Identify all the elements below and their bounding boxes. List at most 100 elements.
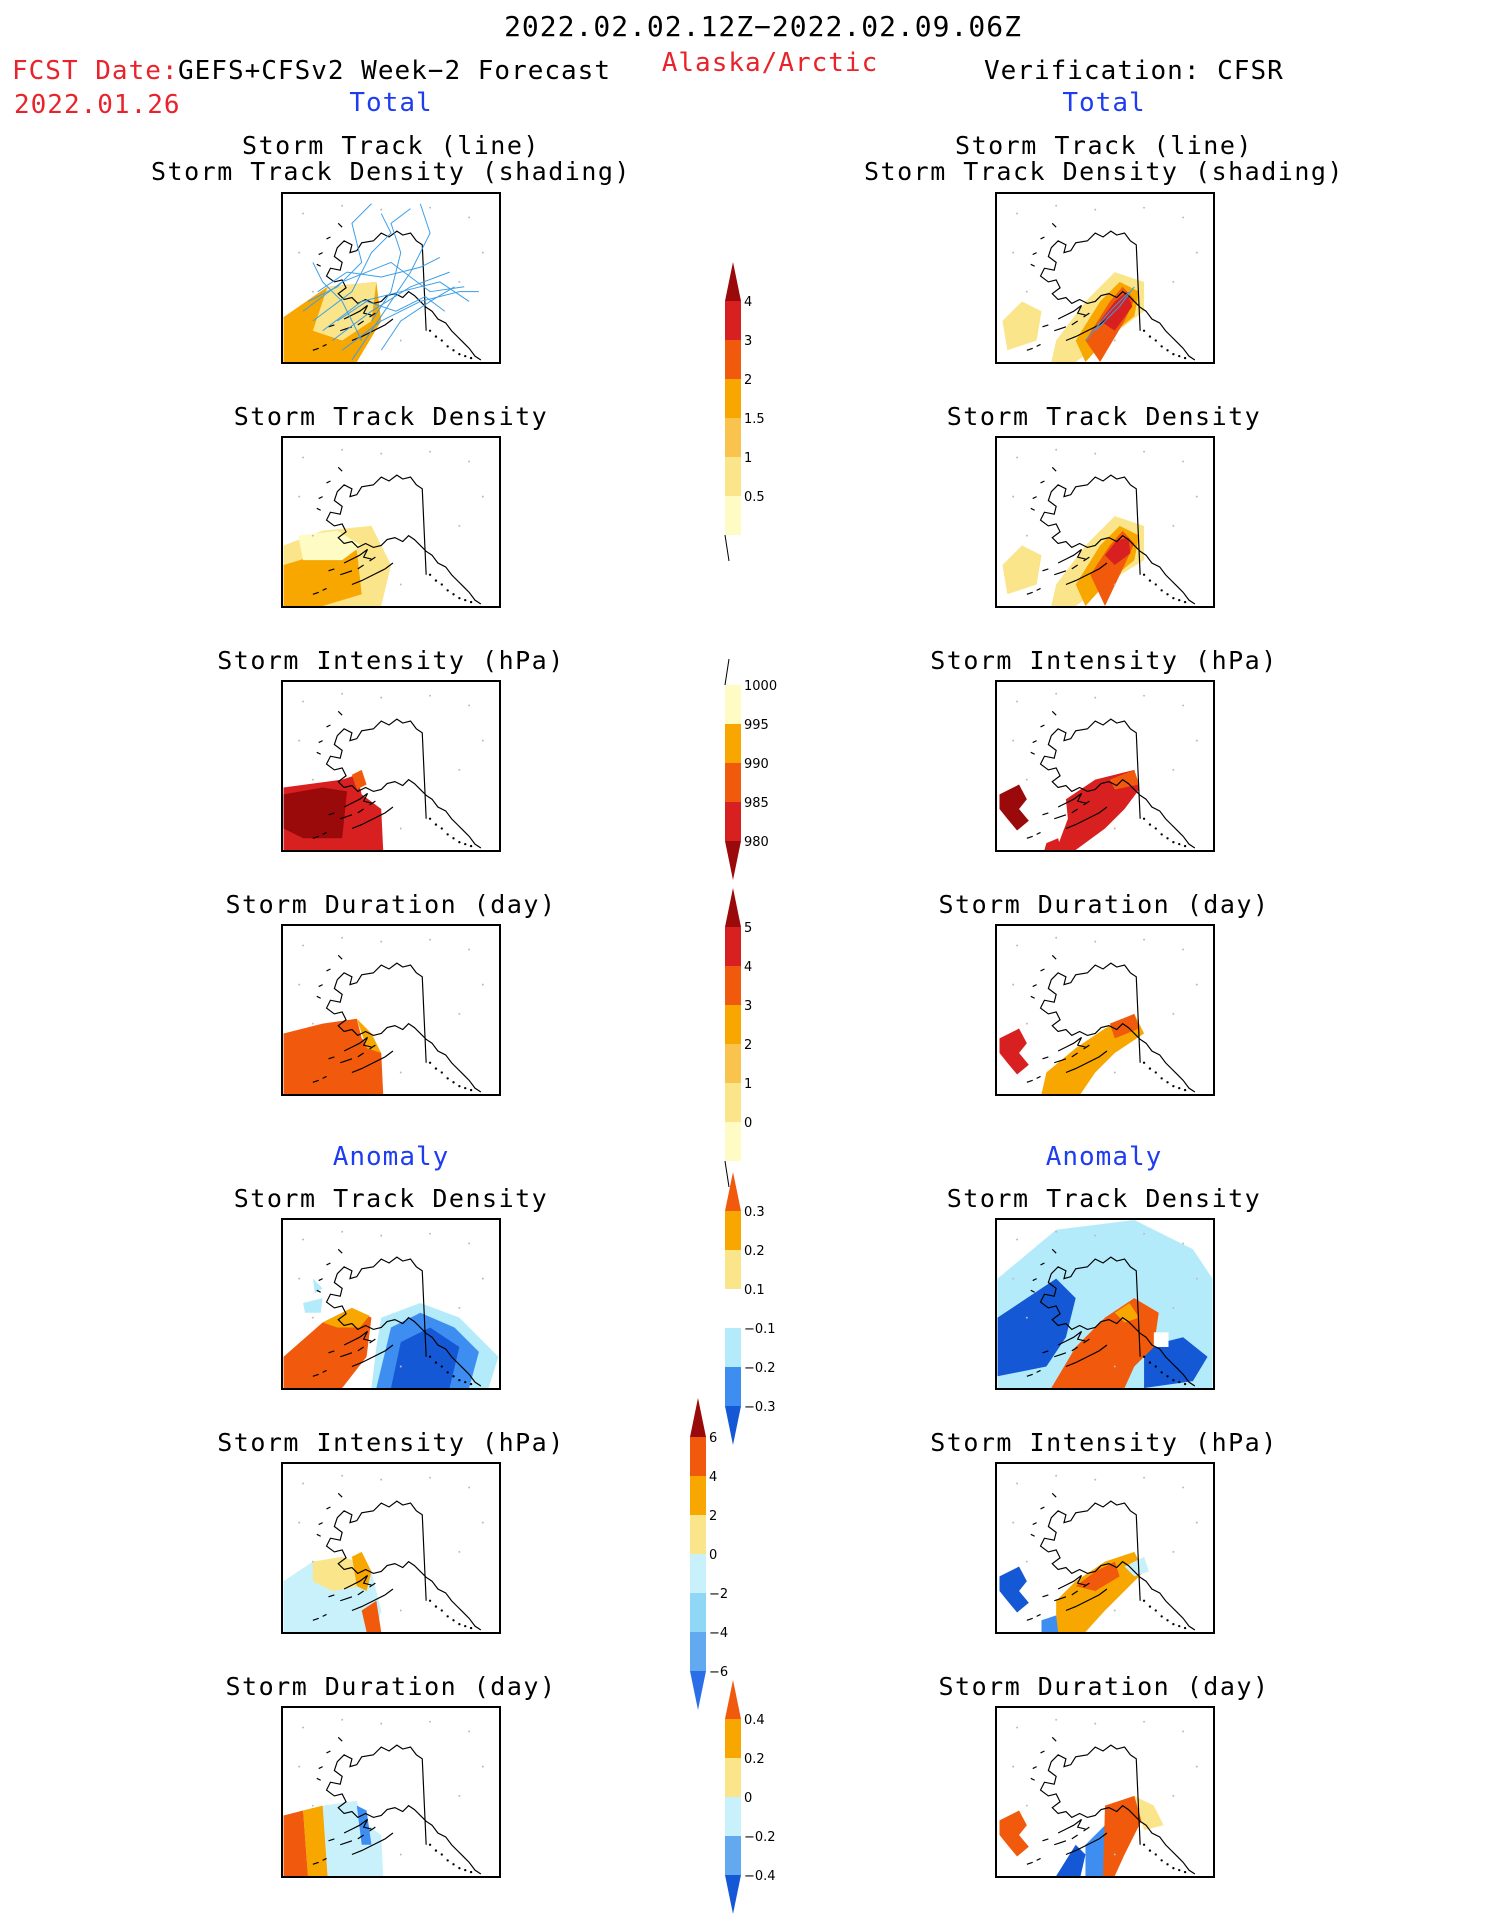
map-anom-intensity-verification	[995, 1462, 1215, 1634]
colorbar-segment	[725, 966, 741, 1005]
map-density-verification	[995, 436, 1215, 608]
title-density-right: Storm Track Density	[946, 402, 1262, 431]
colorbar-tick-label: −0.3	[744, 1400, 776, 1415]
colorbar-tick-label: 1000	[744, 679, 777, 694]
colorbar-segment	[725, 379, 741, 418]
colorbar-tick-label: 5	[744, 921, 752, 936]
colorbar-segment	[725, 1875, 741, 1914]
map-density-forecast	[281, 436, 501, 608]
colorbar-segment	[725, 1719, 741, 1758]
map-duration-verification	[995, 924, 1215, 1096]
map-anom-density-forecast	[281, 1218, 501, 1390]
title-anom-density-right: Storm Track Density	[946, 1184, 1262, 1213]
colorbar-segment	[690, 1398, 706, 1437]
colorbar-segment	[690, 1515, 706, 1554]
colorbar-segment	[725, 1758, 741, 1797]
colorbar-tick-label: 4	[744, 960, 752, 975]
colorbar-segment	[725, 1005, 741, 1044]
colorbar-tick-label: −0.4	[744, 1869, 776, 1884]
map-track-verification	[995, 192, 1215, 364]
colorbar-tick-label: 4	[744, 295, 752, 310]
map-duration-forecast	[281, 924, 501, 1096]
map-intensity-forecast	[281, 680, 501, 852]
colorbar-segment	[725, 262, 741, 301]
colorbar-intensity-anom: 6 4 2 0 −2 −4 −6	[690, 1398, 750, 1710]
colorbar-tick-label: 980	[744, 835, 769, 850]
colorbar-tick-label: 6	[709, 1431, 717, 1446]
colorbar-tick-label: −0.2	[744, 1830, 776, 1845]
forecast-model-label: GEFS+CFSv2 Week−2 Forecast	[178, 56, 611, 86]
verification-label: Verification: CFSR	[984, 56, 1284, 86]
colorbar-tick-label: 1	[744, 1077, 752, 1092]
colorbar-tick-label: 3	[744, 334, 752, 349]
title-density-left: Storm Track Density	[233, 402, 549, 431]
colorbar-density-total: 4 3 2 1.5 1 0.5	[724, 262, 785, 562]
colorbar-segment	[725, 888, 741, 927]
title-track-shading-right: Storm Track Density (shading)	[864, 157, 1344, 186]
colorbar-tick-label: 1.5	[744, 412, 765, 427]
colorbar-segment	[690, 1632, 706, 1671]
colorbar-tick-label: −0.2	[744, 1361, 776, 1376]
title-track-shading-left: Storm Track Density (shading)	[151, 157, 631, 186]
colorbar-tick-label: −2	[709, 1587, 728, 1602]
colorbar-tick-label: 0	[744, 1791, 752, 1806]
colorbar-segment	[725, 1044, 741, 1083]
colorbar-segment	[725, 457, 741, 496]
map-intensity-verification	[995, 680, 1215, 852]
title-anom-intensity-right: Storm Intensity (hPa)	[930, 1428, 1278, 1457]
colorbar-segment	[725, 1680, 741, 1719]
colorbar-segment	[725, 1172, 741, 1211]
map-anom-intensity-forecast	[281, 1462, 501, 1634]
colorbar-duration-total: 5 4 3 2 1 0	[724, 880, 785, 1188]
fcst-date-label: FCST Date:	[12, 56, 179, 86]
colorbar-tick-label: 2	[744, 1038, 752, 1053]
colorbar-segment	[725, 1211, 741, 1250]
colorbar-tick-label: 990	[744, 757, 769, 772]
colorbar-segment	[725, 927, 741, 966]
title-duration-right: Storm Duration (day)	[938, 890, 1270, 919]
colorbar-segment	[690, 1593, 706, 1632]
fcst-date-value: 2022.01.26	[14, 90, 181, 120]
total-section-left: Total	[349, 88, 433, 118]
colorbar-segment	[725, 1836, 741, 1875]
colorbar-tick-label: 985	[744, 796, 769, 811]
colorbar-segment	[725, 1122, 741, 1161]
title-track-line-right: Storm Track (line)	[955, 131, 1253, 160]
colorbar-segment	[725, 802, 741, 841]
colorbar-segment	[725, 1250, 741, 1289]
colorbar-tick-label: 0	[709, 1548, 717, 1563]
colorbar-tick-label: 3	[744, 999, 752, 1014]
colorbar-segment	[690, 1476, 706, 1515]
colorbar-segment	[725, 340, 741, 379]
title-anom-duration-left: Storm Duration (day)	[225, 1672, 557, 1701]
title-anom-duration-right: Storm Duration (day)	[938, 1672, 1270, 1701]
colorbar-segment	[725, 1083, 741, 1122]
colorbar-segment	[725, 724, 741, 763]
colorbar-tick-label: 2	[709, 1509, 717, 1524]
colorbar-segment	[690, 1437, 706, 1476]
colorbar-density-anom: 0.3 0.2 0.1 −0.1 −0.2 −0.3	[725, 1172, 785, 1452]
colorbar-segment	[725, 418, 741, 457]
total-section-right: Total	[1062, 88, 1146, 118]
colorbar-tick-label: 0.4	[744, 1713, 765, 1728]
title-anom-intensity-left: Storm Intensity (hPa)	[217, 1428, 565, 1457]
map-anom-duration-forecast	[281, 1706, 501, 1878]
colorbar-tick-label: 995	[744, 718, 769, 733]
colorbar-segment	[725, 496, 741, 535]
colorbar-tick-label: −0.1	[744, 1322, 776, 1337]
title-anom-density-left: Storm Track Density	[233, 1184, 549, 1213]
colorbar-tick-label: −6	[709, 1665, 728, 1680]
map-anom-duration-verification	[995, 1706, 1215, 1878]
colorbar-tick-label: 4	[709, 1470, 717, 1485]
colorbar-tick-label: 2	[744, 373, 752, 388]
colorbar-segment	[690, 1554, 706, 1593]
colorbar-segment	[725, 301, 741, 340]
colorbar-segment	[725, 1367, 741, 1406]
colorbar-tick-label: 0.3	[744, 1205, 765, 1220]
colorbar-duration-anom: 0.4 0.2 0 −0.2 −0.4	[725, 1680, 785, 1925]
title-intensity-right: Storm Intensity (hPa)	[930, 646, 1278, 675]
colorbar-segment	[725, 1797, 741, 1836]
colorbar-segment	[725, 1328, 741, 1367]
colorbar-segment	[725, 1406, 741, 1445]
colorbar-tick-label: −4	[709, 1626, 728, 1641]
